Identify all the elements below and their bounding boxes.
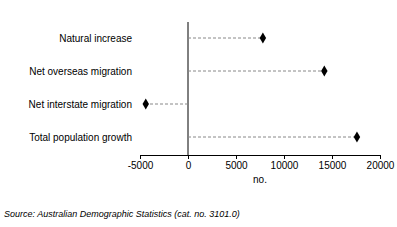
dot xyxy=(354,131,360,142)
x-tick-label: 0 xyxy=(186,160,192,171)
marks xyxy=(143,32,361,142)
x-tick-label: 20000 xyxy=(367,160,395,171)
stem xyxy=(188,137,357,138)
category-label: Natural increase xyxy=(59,33,132,44)
stem xyxy=(146,104,188,105)
x-axis-title: no. xyxy=(253,174,267,185)
category-labels: Natural increase Net overseas migration Ne… xyxy=(29,33,133,143)
stem xyxy=(188,71,324,72)
x-tick-label: -5000 xyxy=(128,160,154,171)
x-tick: 20000 xyxy=(367,155,395,171)
x-tick: 10000 xyxy=(271,155,299,171)
source-note: Source: Australian Demographic Statistic… xyxy=(4,209,240,219)
x-tick: 15000 xyxy=(319,155,347,171)
x-tick-label: 15000 xyxy=(319,160,347,171)
x-tick-mark xyxy=(332,155,333,159)
x-tick-label: 5000 xyxy=(225,160,248,171)
dot xyxy=(321,65,327,76)
x-tick-mark xyxy=(140,155,141,159)
x-axis: -5000 0 5000 10000 15000 20000 xyxy=(128,155,395,171)
dot xyxy=(143,98,149,109)
x-tick-label: 10000 xyxy=(271,160,299,171)
x-tick-mark xyxy=(380,155,381,159)
x-tick: -5000 xyxy=(128,155,154,171)
x-tick: 5000 xyxy=(225,155,248,171)
x-axis-line xyxy=(141,156,381,160)
x-tick: 0 xyxy=(186,155,192,171)
x-tick-mark xyxy=(284,155,285,159)
stem xyxy=(188,38,263,39)
x-tick-mark xyxy=(188,155,189,159)
dot xyxy=(260,32,266,43)
category-label: Net overseas migration xyxy=(29,66,132,77)
x-tick-mark xyxy=(236,155,237,159)
category-label: Total population growth xyxy=(29,132,132,143)
category-label: Net interstate migration xyxy=(29,99,132,110)
zero-line xyxy=(188,22,189,155)
chart: -5000 0 5000 10000 15000 20000 no. Natural incr… xyxy=(0,0,397,227)
